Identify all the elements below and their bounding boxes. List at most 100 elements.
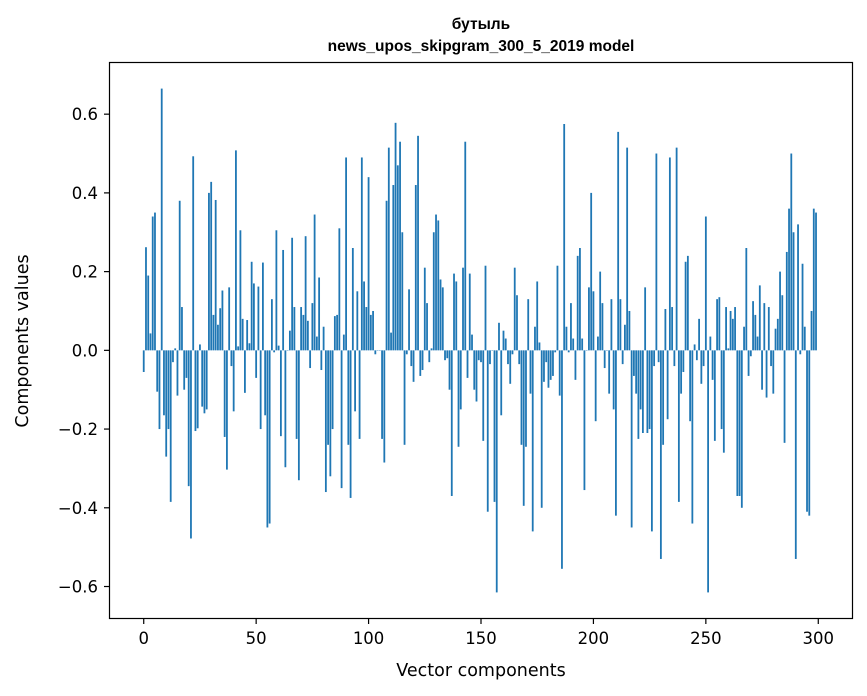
bar-226 — [650, 350, 653, 532]
bar-58 — [273, 350, 276, 353]
bar-217 — [630, 350, 633, 528]
chart-title: бутыль — [452, 16, 510, 33]
bar-134 — [444, 350, 446, 361]
bar-131 — [437, 220, 440, 351]
bar-248 — [700, 350, 703, 384]
bar-11 — [167, 350, 170, 430]
bar-290 — [794, 350, 797, 559]
bar-273 — [756, 336, 759, 351]
bar-40 — [232, 350, 235, 412]
bar-244 — [691, 350, 694, 524]
bar-235 — [671, 307, 674, 351]
bar-249 — [702, 350, 705, 367]
bar-260 — [727, 348, 730, 351]
bar-266 — [740, 350, 743, 508]
bar-267 — [743, 326, 745, 351]
bar-33 — [217, 324, 219, 351]
bar-92 — [349, 350, 352, 498]
bar-144 — [466, 350, 469, 378]
x-tick-label: 300 — [803, 629, 835, 648]
bar-236 — [673, 350, 676, 367]
bar-4 — [151, 216, 154, 351]
bar-207 — [608, 350, 611, 394]
bar-183 — [554, 350, 557, 353]
bar-121 — [414, 185, 417, 351]
plot-frame — [108, 61, 854, 620]
bar-43 — [239, 230, 242, 351]
bar-240 — [682, 350, 685, 372]
bar-286 — [785, 251, 788, 351]
bar-294 — [803, 326, 806, 351]
bar-176 — [538, 342, 541, 351]
bar-143 — [464, 141, 467, 351]
bar-173 — [531, 350, 534, 532]
bar-148 — [475, 350, 478, 402]
bar-167 — [518, 350, 521, 365]
bar-22 — [192, 156, 195, 351]
y-tick-label: −0.4 — [58, 499, 98, 518]
bar-73 — [306, 320, 309, 351]
bar-289 — [792, 232, 795, 351]
bar-169 — [522, 350, 525, 506]
bar-120 — [412, 350, 415, 382]
bar-14 — [174, 348, 177, 351]
bar-107 — [383, 350, 386, 463]
bar-16 — [178, 200, 181, 351]
bar-141 — [459, 350, 462, 410]
bar-211 — [617, 131, 620, 351]
bar-146 — [471, 334, 473, 351]
bar-274 — [758, 285, 761, 351]
bar-170 — [525, 350, 527, 447]
bar-35 — [221, 290, 224, 351]
bar-46 — [246, 320, 249, 351]
bar-225 — [648, 350, 651, 430]
bar-221 — [639, 350, 642, 410]
bar-130 — [435, 214, 437, 351]
bar-293 — [801, 263, 804, 351]
bar-190 — [570, 303, 572, 351]
bar-60 — [277, 345, 280, 351]
bar-65 — [288, 330, 291, 351]
bar-268 — [745, 248, 748, 351]
bar-36 — [223, 350, 226, 437]
bar-159 — [500, 350, 503, 416]
bar-278 — [767, 307, 770, 351]
bar-213 — [621, 350, 624, 365]
bar-25 — [199, 344, 201, 351]
bar-99 — [365, 307, 368, 351]
bar-158 — [498, 322, 500, 351]
bar-295 — [806, 350, 808, 512]
bar-67 — [293, 307, 296, 351]
bar-215 — [626, 147, 629, 351]
bar-165 — [513, 267, 516, 351]
bar-103 — [374, 350, 377, 355]
bar-100 — [367, 177, 370, 351]
bar-297 — [810, 310, 813, 351]
y-tick-label: 0.2 — [72, 263, 98, 282]
bar-172 — [529, 350, 532, 394]
x-tick-label: 250 — [690, 629, 722, 648]
bar-6 — [156, 350, 159, 392]
bar-41 — [235, 150, 237, 351]
bar-242 — [686, 255, 689, 351]
bar-28 — [205, 350, 208, 410]
bar-81 — [324, 350, 327, 493]
bar-245 — [693, 344, 696, 351]
bar-122 — [417, 135, 419, 351]
bar-77 — [315, 336, 318, 351]
bar-164 — [511, 350, 514, 355]
bar-124 — [421, 350, 424, 371]
y-axis-label: Components values — [13, 254, 33, 427]
bar-26 — [201, 350, 204, 407]
bar-184 — [556, 265, 559, 351]
x-tick-label: 150 — [465, 629, 497, 648]
x-tick-label: 0 — [138, 629, 149, 648]
bar-157 — [495, 350, 498, 593]
bar-30 — [210, 181, 213, 351]
bar-9 — [163, 350, 165, 416]
bar-13 — [172, 350, 174, 363]
bar-70 — [300, 307, 303, 351]
bar-49 — [253, 283, 255, 351]
bar-39 — [230, 350, 233, 367]
bar-277 — [765, 350, 768, 398]
